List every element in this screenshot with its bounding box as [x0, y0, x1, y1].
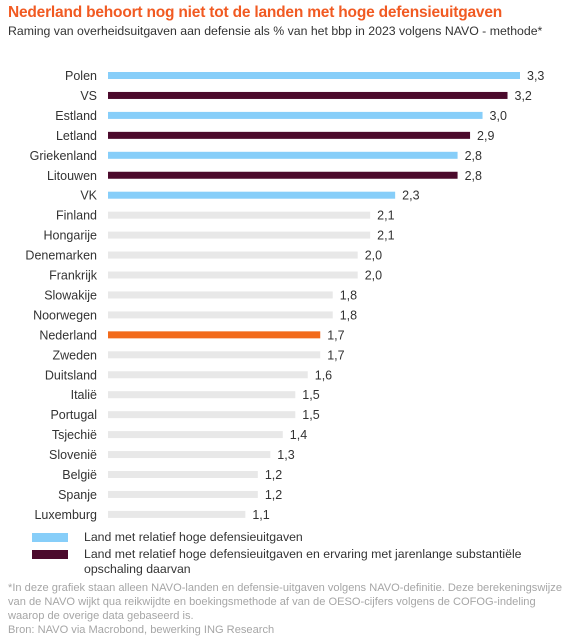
bar-zweden: [108, 351, 321, 359]
category-label-frankrijk: Frankrijk: [49, 269, 98, 283]
value-label-finland: 2,1: [377, 209, 394, 223]
category-label-estland: Estland: [55, 109, 97, 123]
category-label-noorwegen: Noorwegen: [33, 308, 97, 322]
value-label-polen: 3,3: [527, 69, 544, 83]
category-label-hongarije: Hongarije: [43, 229, 97, 243]
source-text: Bron: NAVO via Macrobond, bewerking ING …: [8, 624, 275, 636]
bar-letland: [108, 131, 471, 139]
value-label-italie: 1,5: [302, 388, 319, 402]
bar-nederland: [108, 331, 321, 339]
bar-litouwen: [108, 171, 458, 179]
legend-swatch-high: [32, 533, 68, 542]
legend-swatch-high-experienced: [32, 550, 68, 559]
category-label-slovenie: Slovenië: [49, 448, 97, 462]
bar-italie: [108, 391, 296, 399]
chart-subtitle: Raming van overheidsuitgaven aan defensi…: [8, 24, 543, 38]
category-label-denemarken: Denemarken: [25, 249, 97, 263]
value-label-portugal: 1,5: [302, 408, 319, 422]
value-label-letland: 2,9: [477, 129, 494, 143]
category-label-nederland: Nederland: [39, 328, 97, 342]
value-label-estland: 3,0: [490, 109, 507, 123]
category-label-litouwen: Litouwen: [47, 169, 97, 183]
legend: Land met relatief hoge defensieuitgaven …: [32, 530, 572, 579]
bar-slovenie: [108, 451, 271, 459]
category-label-polen: Polen: [65, 69, 97, 83]
value-label-nederland: 1,7: [327, 328, 344, 342]
category-label-duitsland: Duitsland: [45, 368, 97, 382]
category-label-spanje: Spanje: [58, 488, 97, 502]
bar-belgie: [108, 471, 258, 478]
bar-polen: [108, 72, 520, 79]
bar-vk: [108, 191, 396, 199]
bar-noorwegen: [108, 311, 333, 319]
category-label-vs: VS: [80, 89, 97, 103]
footnote-text: *In deze grafiek staan alleen NAVO-lande…: [8, 582, 562, 622]
bar-slowakije: [108, 291, 333, 299]
category-label-portugal: Portugal: [50, 408, 97, 422]
category-label-zweden: Zweden: [53, 348, 98, 362]
legend-item-high: Land met relatief hoge defensieuitgaven: [32, 530, 572, 545]
bar-tsjechie: [108, 431, 283, 439]
category-label-vk: VK: [80, 189, 97, 203]
category-label-slowakije: Slowakije: [44, 288, 97, 302]
value-label-litouwen: 2,8: [465, 169, 482, 183]
bar-hongarije: [108, 231, 371, 239]
value-label-vk: 2,3: [402, 189, 419, 203]
legend-label-high: Land met relatief hoge defensieuitgaven: [84, 530, 303, 544]
legend-item-high-experienced: Land met relatief hoge defensieuitgaven …: [32, 547, 572, 577]
chart-title: Nederland behoort nog niet tot de landen…: [8, 4, 503, 21]
bar-finland: [108, 211, 371, 219]
bar-denemarken: [108, 251, 358, 259]
value-label-zweden: 1,7: [327, 348, 344, 362]
value-label-duitsland: 1,6: [315, 368, 332, 382]
footnote: *In deze grafiek staan alleen NAVO-lande…: [8, 581, 570, 637]
value-label-griekenland: 2,8: [465, 149, 482, 163]
bar-chart: Polen 3,3 VS 3,2 Estland 3,0 Letland 2,9 Grieken…: [25, 69, 544, 522]
bar-spanje: [108, 490, 258, 498]
value-label-spanje: 1,2: [265, 488, 282, 502]
bar-vs: [108, 91, 508, 99]
category-label-finland: Finland: [56, 209, 97, 223]
value-label-luxemburg: 1,1: [252, 508, 269, 522]
value-label-denemarken: 2,0: [365, 249, 382, 263]
category-label-luxemburg: Luxemburg: [34, 508, 97, 522]
category-label-griekenland: Griekenland: [30, 149, 97, 163]
value-label-noorwegen: 1,8: [340, 308, 357, 322]
value-label-belgie: 1,2: [265, 468, 282, 482]
value-label-hongarije: 2,1: [377, 229, 394, 243]
bar-frankrijk: [108, 271, 358, 279]
value-label-tsjechie: 1,4: [290, 428, 307, 442]
bar-estland: [108, 111, 483, 119]
legend-label-high-experienced: Land met relatief hoge defensieuitgaven …: [84, 547, 522, 576]
bar-griekenland: [108, 151, 458, 159]
category-label-letland: Letland: [56, 129, 97, 143]
value-label-slowakije: 1,8: [340, 288, 357, 302]
bar-portugal: [108, 411, 296, 419]
category-label-tsjechie: Tsjechië: [52, 428, 97, 442]
value-label-slovenie: 1,3: [277, 448, 294, 462]
category-label-belgie: België: [62, 468, 97, 482]
bar-luxemburg: [108, 510, 246, 518]
value-label-vs: 3,2: [515, 89, 532, 103]
category-label-italie: Italië: [71, 388, 97, 402]
value-label-frankrijk: 2,0: [365, 269, 382, 283]
bar-duitsland: [108, 371, 308, 379]
